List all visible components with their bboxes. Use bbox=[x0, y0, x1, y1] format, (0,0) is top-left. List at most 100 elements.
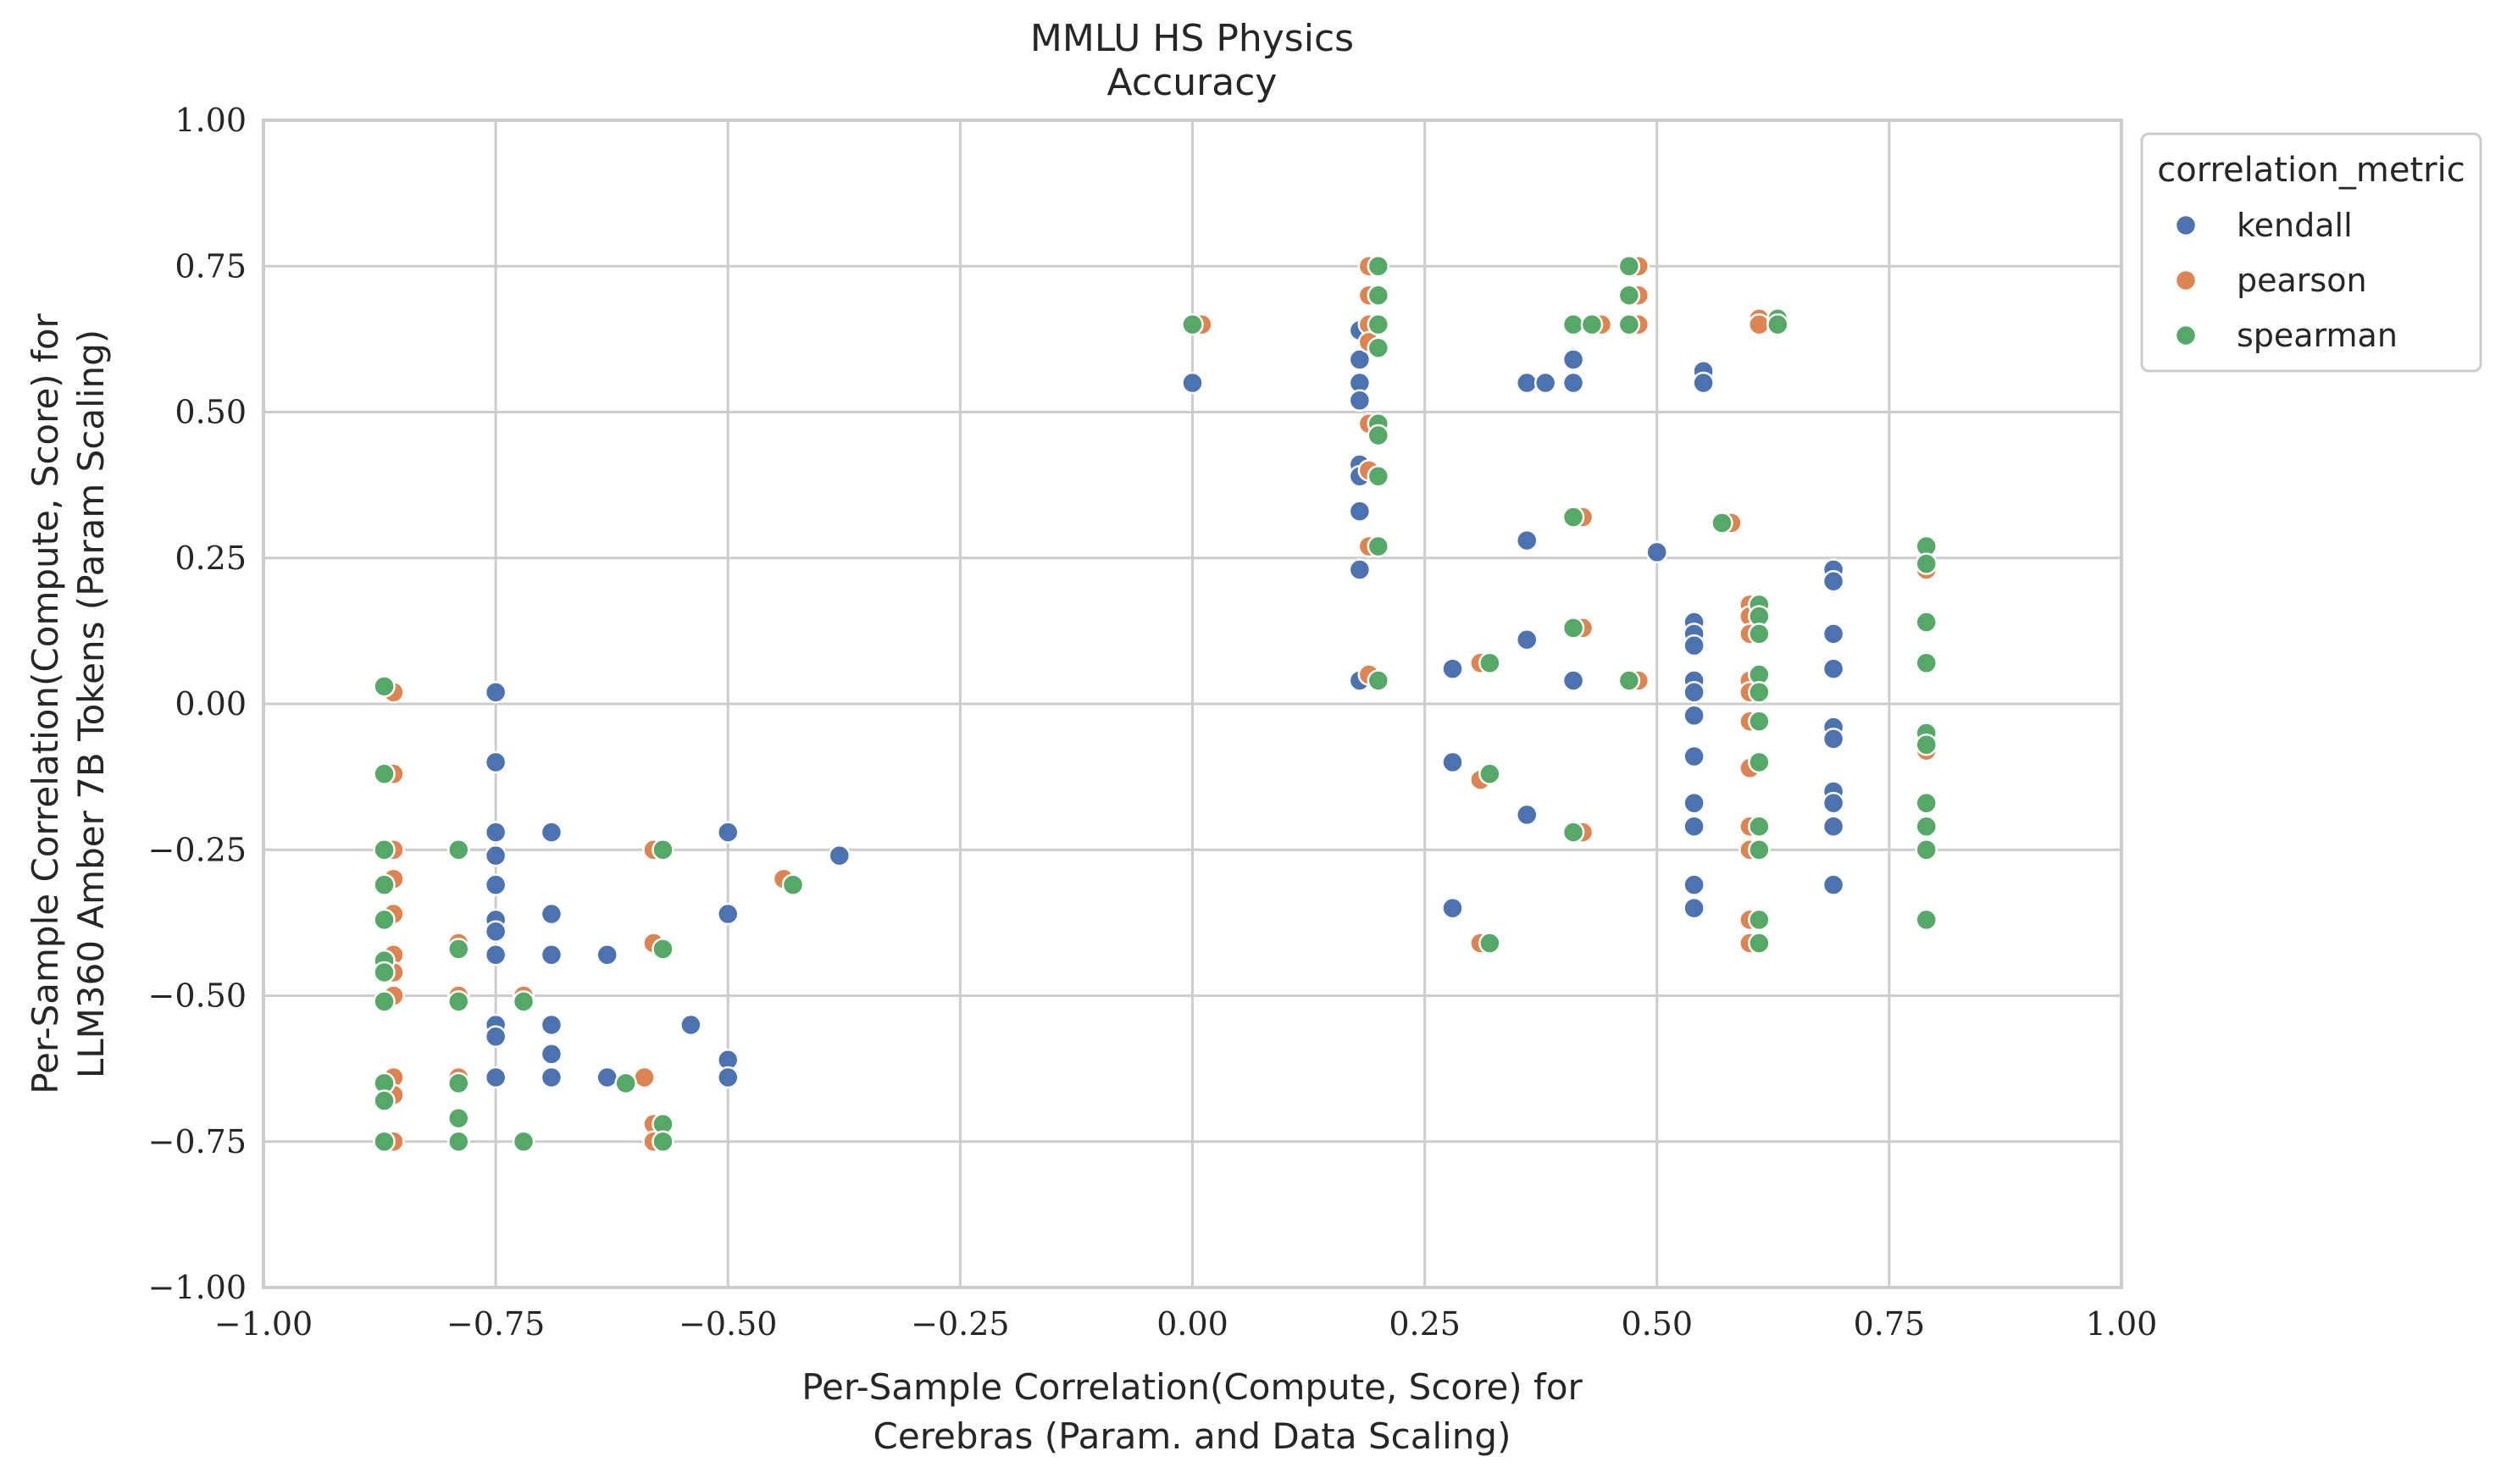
kendall-point bbox=[1822, 623, 1845, 645]
spearman-point bbox=[1915, 839, 1938, 861]
y-tick-label: 1.00 bbox=[175, 102, 247, 139]
spearman-point bbox=[1617, 313, 1641, 336]
legend-box bbox=[2140, 132, 2482, 373]
x-tick-label: 1.00 bbox=[2086, 1305, 2158, 1343]
spearman-point bbox=[1561, 313, 1585, 336]
kendall-point bbox=[1348, 348, 1372, 371]
spearman-point bbox=[1748, 839, 1771, 861]
x-axis-label-line2: Cerebras (Param. and Data Scaling) bbox=[873, 1415, 1511, 1457]
kendall-point bbox=[1822, 657, 1845, 680]
spearman-point bbox=[1711, 512, 1733, 534]
x-tick-label: 0.00 bbox=[1156, 1305, 1228, 1343]
spearman-point bbox=[373, 839, 396, 861]
spearman-point bbox=[1748, 750, 1771, 774]
kendall-point bbox=[1683, 680, 1705, 704]
kendall-point bbox=[1561, 348, 1585, 371]
kendall-point bbox=[1515, 803, 1539, 827]
spearman-point bbox=[614, 1071, 637, 1095]
kendall-point bbox=[484, 844, 507, 867]
legend-title: correlation_metric bbox=[2157, 151, 2465, 190]
y-tick-labels: −1.00 −0.75 −0.50 −0.25 0.00 0.25 0.50 0.75 1.00 bbox=[148, 102, 247, 1306]
x-axis-label-line1: Per-Sample Correlation(Compute, Score) f… bbox=[801, 1366, 1583, 1408]
kendall-point bbox=[717, 821, 740, 844]
kendall-point bbox=[484, 680, 507, 704]
spearman-point bbox=[1748, 623, 1771, 645]
spearman-point bbox=[1561, 506, 1585, 529]
kendall-point bbox=[484, 944, 507, 966]
kendall-point bbox=[1822, 791, 1845, 815]
spearman-point bbox=[1367, 313, 1390, 336]
kendall-point bbox=[1441, 896, 1464, 920]
spearman-point bbox=[1617, 284, 1641, 307]
x-tick-label: −0.25 bbox=[911, 1305, 1009, 1343]
y-tick-label: 0.00 bbox=[175, 685, 247, 723]
spearman-point bbox=[1915, 552, 1938, 575]
spearman-point bbox=[1367, 255, 1390, 278]
x-tick-label: 0.25 bbox=[1389, 1305, 1461, 1343]
spearman-point bbox=[1915, 611, 1938, 634]
spearman-point bbox=[1580, 313, 1604, 336]
chart-subtitle: Accuracy bbox=[1107, 61, 1278, 104]
spearman-point bbox=[1367, 284, 1390, 307]
kendall-point bbox=[540, 1013, 563, 1037]
legend-label-kendall: kendall bbox=[2237, 207, 2353, 244]
kendall-point bbox=[1683, 896, 1705, 920]
spearman-point bbox=[652, 1130, 674, 1153]
spearman-point bbox=[1748, 932, 1771, 955]
kendall-point bbox=[1645, 540, 1668, 564]
spearman-point bbox=[1478, 932, 1501, 955]
kendall-point bbox=[1515, 529, 1539, 552]
spearman-point bbox=[373, 675, 396, 698]
kendall-point bbox=[596, 944, 618, 966]
spearman-point bbox=[1561, 821, 1585, 844]
kendall-point bbox=[540, 1043, 563, 1066]
spearman-point bbox=[1478, 762, 1501, 785]
spearman-point bbox=[1367, 465, 1390, 488]
spearman-point bbox=[652, 938, 674, 961]
spearman-point bbox=[1915, 651, 1938, 675]
y-tick-label: −0.50 bbox=[148, 977, 247, 1015]
spearman-point bbox=[512, 1130, 535, 1153]
kendall-point bbox=[1561, 371, 1585, 395]
spearman-point bbox=[1915, 815, 1938, 838]
kendall-point bbox=[1683, 815, 1705, 838]
spearman-point bbox=[1367, 336, 1390, 359]
legend-items: kendall pearson spearman bbox=[2174, 207, 2398, 354]
spearman-point bbox=[1915, 733, 1938, 756]
plot-frame bbox=[262, 119, 2123, 1289]
spearman-point bbox=[1367, 424, 1390, 447]
kendall-point bbox=[1348, 558, 1372, 581]
x-tick-label: −0.50 bbox=[679, 1305, 777, 1343]
kendall-point bbox=[1441, 750, 1464, 774]
data-points bbox=[373, 255, 1938, 1153]
kendall-point bbox=[1683, 873, 1705, 896]
kendall-point bbox=[540, 821, 563, 844]
spearman-point bbox=[1181, 313, 1204, 336]
y-tick-label: −1.00 bbox=[148, 1269, 247, 1306]
spearman-point bbox=[1617, 255, 1641, 278]
kendall-point bbox=[717, 902, 740, 926]
spearman-point bbox=[373, 1089, 396, 1112]
x-tick-labels: −1.00 −0.75 −0.50 −0.25 0.00 0.25 0.50 0.75 1.00 bbox=[214, 1305, 2158, 1343]
kendall-point bbox=[1348, 389, 1372, 412]
spearman-point bbox=[1748, 908, 1771, 932]
legend-label-spearman: spearman bbox=[2237, 317, 2398, 354]
kendall-point bbox=[540, 1066, 563, 1089]
kendall-point bbox=[1683, 745, 1705, 768]
spearman-point bbox=[447, 1106, 470, 1130]
kendall-point bbox=[1561, 669, 1585, 692]
kendall-point bbox=[1683, 791, 1705, 815]
x-tick-label: −1.00 bbox=[214, 1305, 313, 1343]
x-tick-label: 0.50 bbox=[1621, 1305, 1693, 1343]
kendall-point bbox=[540, 902, 563, 926]
spearman-point bbox=[652, 839, 674, 861]
y-tick-label: −0.75 bbox=[148, 1123, 247, 1160]
pearson-point bbox=[1748, 313, 1771, 336]
spearman-point bbox=[1367, 534, 1390, 558]
spearman-point bbox=[781, 873, 805, 896]
series-kendall bbox=[484, 318, 1845, 1089]
y-tick-label: −0.25 bbox=[148, 831, 247, 868]
spearman-point bbox=[447, 938, 470, 961]
y-tick-label: 0.75 bbox=[175, 247, 247, 285]
legend: correlation_metric kendall pearson spearma… bbox=[2140, 132, 2482, 373]
